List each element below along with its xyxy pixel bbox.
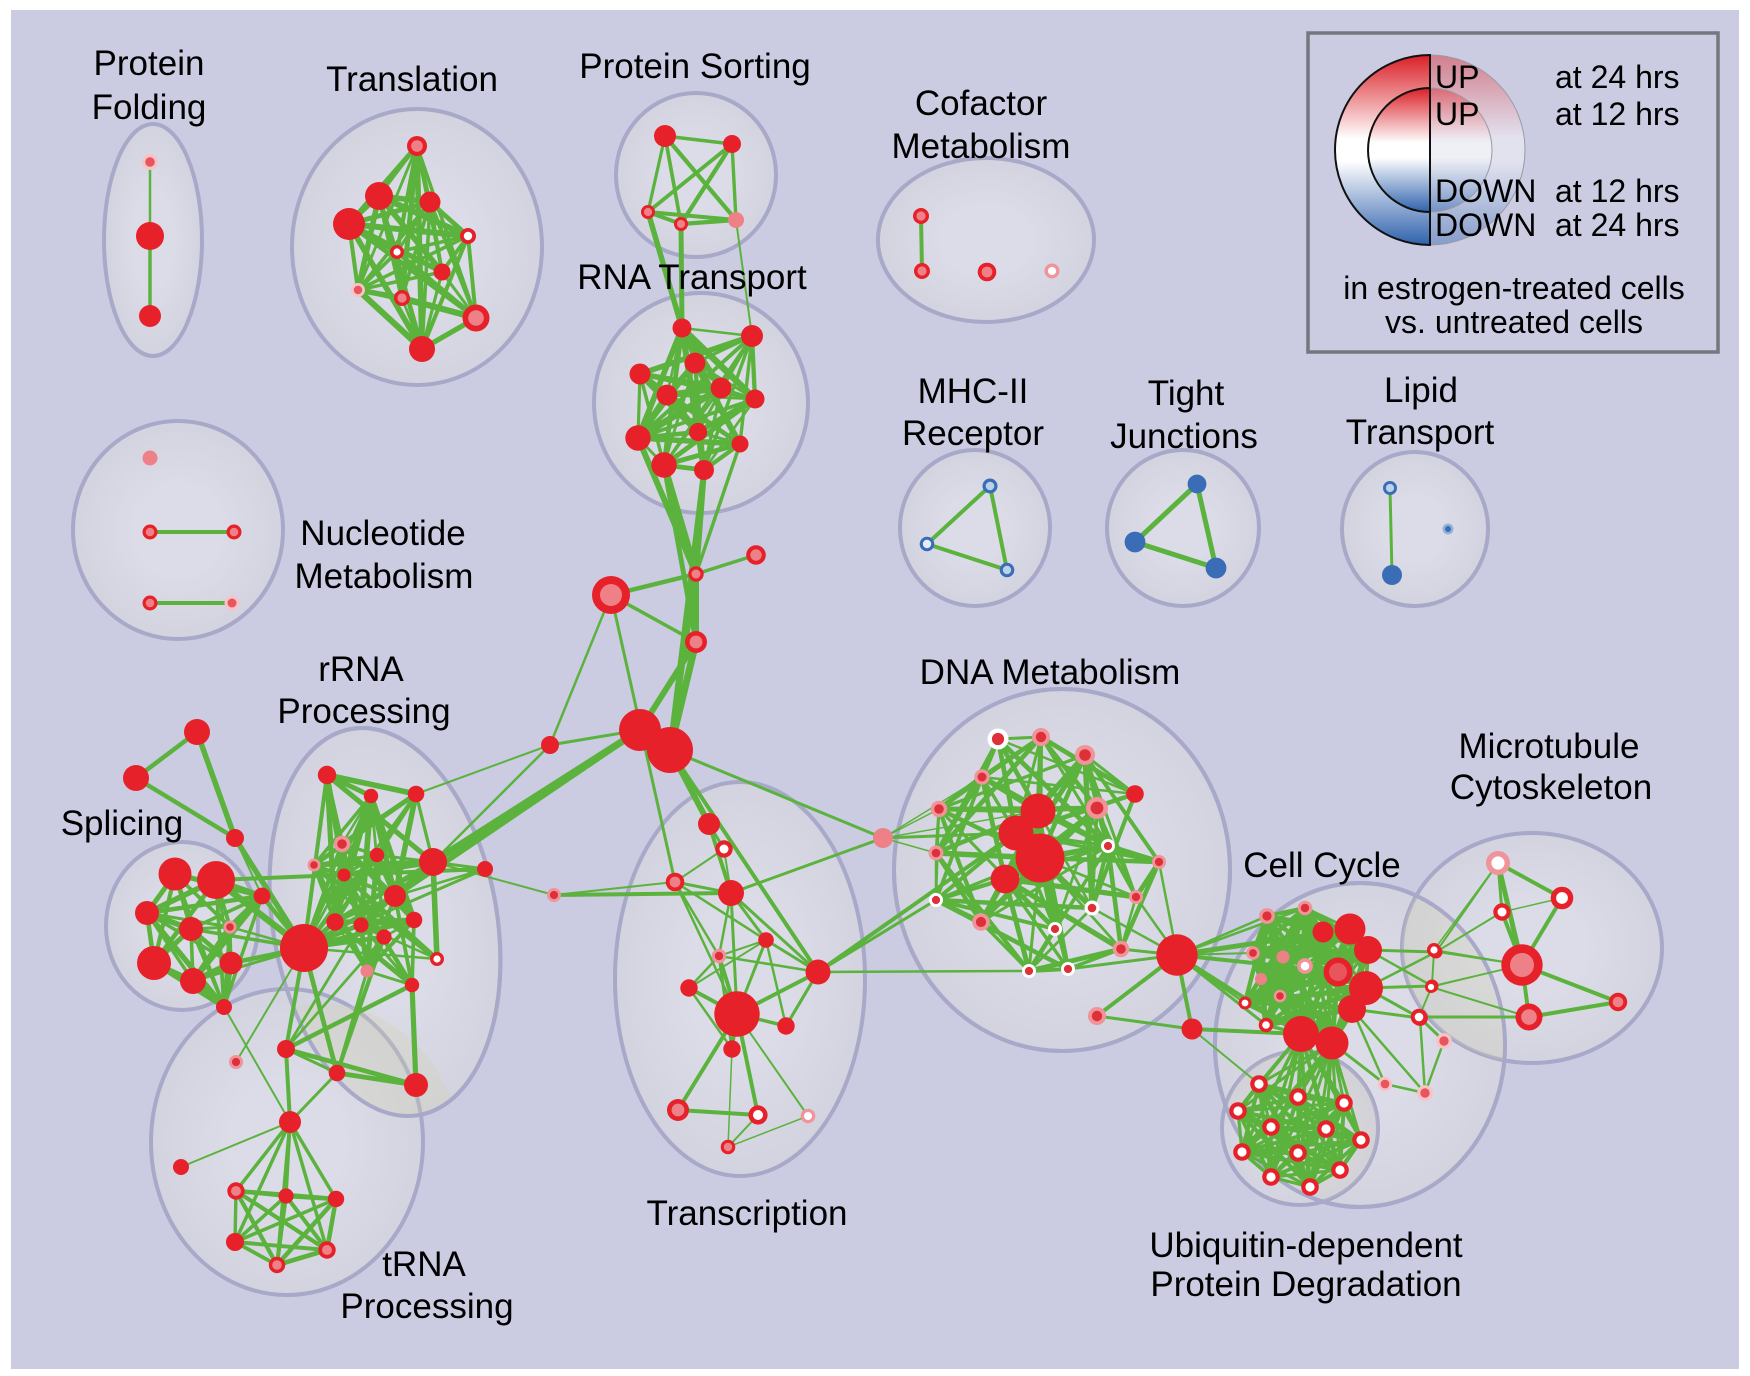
svg-text:Protein Sorting: Protein Sorting	[579, 47, 811, 86]
svg-text:Cell Cycle: Cell Cycle	[1243, 846, 1401, 885]
svg-text:Protein Degradation: Protein Degradation	[1150, 1265, 1461, 1304]
svg-text:Metabolism: Metabolism	[892, 127, 1071, 166]
svg-text:Processing: Processing	[277, 692, 450, 731]
svg-text:Processing: Processing	[340, 1287, 513, 1326]
svg-text:Protein: Protein	[94, 44, 205, 83]
svg-text:vs. untreated cells: vs. untreated cells	[1385, 304, 1643, 340]
svg-text:in estrogen-treated cells: in estrogen-treated cells	[1343, 270, 1685, 306]
svg-text:tRNA: tRNA	[382, 1245, 466, 1284]
svg-text:Folding: Folding	[92, 88, 207, 127]
svg-text:Metabolism: Metabolism	[295, 557, 474, 596]
svg-text:Nucleotide: Nucleotide	[300, 514, 465, 553]
svg-text:DNA Metabolism: DNA Metabolism	[920, 653, 1181, 692]
svg-text:at 12 hrs: at 12 hrs	[1555, 173, 1680, 209]
svg-text:Ubiquitin-dependent: Ubiquitin-dependent	[1149, 1226, 1463, 1265]
svg-text:at 12 hrs: at 12 hrs	[1555, 96, 1680, 132]
svg-text:at 24 hrs: at 24 hrs	[1555, 59, 1680, 95]
svg-text:at 24 hrs: at 24 hrs	[1555, 207, 1680, 243]
svg-text:Receptor: Receptor	[902, 414, 1044, 453]
svg-text:Transport: Transport	[1346, 413, 1495, 452]
svg-text:Cofactor: Cofactor	[915, 84, 1048, 123]
svg-text:rRNA: rRNA	[318, 650, 404, 689]
svg-text:Transcription: Transcription	[647, 1194, 848, 1233]
svg-text:Lipid: Lipid	[1384, 371, 1458, 410]
svg-text:Cytoskeleton: Cytoskeleton	[1450, 768, 1652, 807]
svg-text:UP: UP	[1435, 96, 1479, 132]
svg-text:Splicing: Splicing	[61, 804, 184, 843]
svg-text:DOWN: DOWN	[1435, 173, 1536, 209]
svg-text:Translation: Translation	[326, 60, 498, 99]
svg-text:Microtubule: Microtubule	[1459, 727, 1640, 766]
svg-text:UP: UP	[1435, 59, 1479, 95]
svg-text:Tight: Tight	[1148, 374, 1225, 413]
svg-text:MHC-II: MHC-II	[918, 372, 1029, 411]
svg-text:Junctions: Junctions	[1110, 417, 1258, 456]
svg-text:DOWN: DOWN	[1435, 207, 1536, 243]
svg-text:RNA Transport: RNA Transport	[577, 258, 807, 297]
